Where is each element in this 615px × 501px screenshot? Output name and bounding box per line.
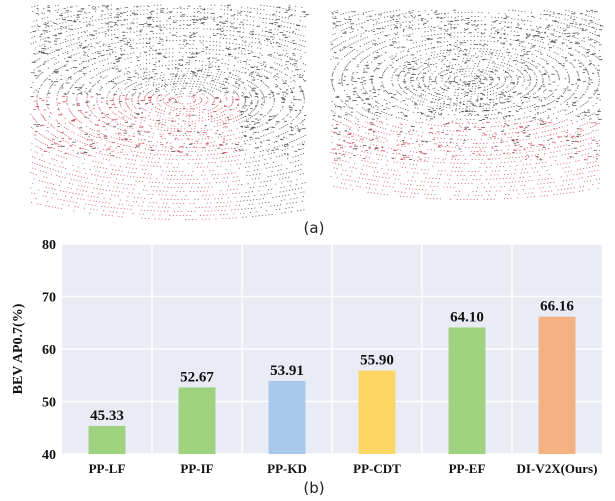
- data-label: 45.33: [90, 408, 124, 424]
- x-tick-label: PP-EF: [449, 461, 486, 476]
- point-cloud-panel: (a): [30, 4, 604, 237]
- x-tick-label: PP-LF: [89, 461, 126, 476]
- x-axis-categories: PP-LF PP-IF PP-KD PP-CDT PP-EF DI-V2X(Ours): [89, 461, 598, 476]
- data-label: 52.67: [180, 369, 214, 385]
- point-cloud-points-dark: [330, 9, 604, 161]
- point-cloud-right-image: [330, 9, 604, 200]
- y-tick-label: 50: [42, 396, 56, 411]
- data-labels: 45.33 52.67 53.91 55.90 64.10 66.16: [90, 299, 574, 424]
- x-tick-label: DI-V2X(Ours): [517, 461, 598, 476]
- y-tick-label: 70: [42, 291, 56, 306]
- y-tick-label: 40: [42, 448, 56, 463]
- point-cloud-points-red: [30, 94, 242, 220]
- x-tick-label: PP-KD: [267, 461, 307, 476]
- panel-a-caption: (a): [304, 219, 325, 237]
- data-label: 64.10: [450, 309, 484, 325]
- data-label: 53.91: [270, 363, 304, 379]
- y-axis-label: BEV AP0.7(%): [11, 303, 26, 394]
- data-label: 55.90: [360, 353, 394, 369]
- bar: [538, 316, 576, 454]
- point-cloud-points-dark: [30, 4, 309, 218]
- y-tick-label: 80: [42, 238, 56, 253]
- x-tick-label: PP-IF: [180, 461, 213, 476]
- point-cloud-left-image: [30, 4, 309, 220]
- chart-grid: [62, 243, 602, 455]
- bar: [268, 380, 306, 454]
- data-label: 66.16: [540, 299, 574, 315]
- bar: [358, 370, 396, 454]
- y-tick-label: 60: [42, 343, 56, 358]
- panel-b-caption: (b): [303, 479, 324, 497]
- bar: [88, 426, 126, 454]
- x-tick-label: PP-CDT: [353, 461, 401, 476]
- bar: [448, 327, 486, 454]
- bar: [178, 387, 216, 454]
- y-axis-ticks: 40 50 60 70 80: [42, 238, 56, 463]
- bar-chart-panel: 40 50 60 70 80 45.33 52.67 53.91 55.90 64.10 66.1…: [11, 238, 602, 497]
- point-cloud-points-red: [330, 119, 601, 200]
- chart-bars: [88, 316, 576, 454]
